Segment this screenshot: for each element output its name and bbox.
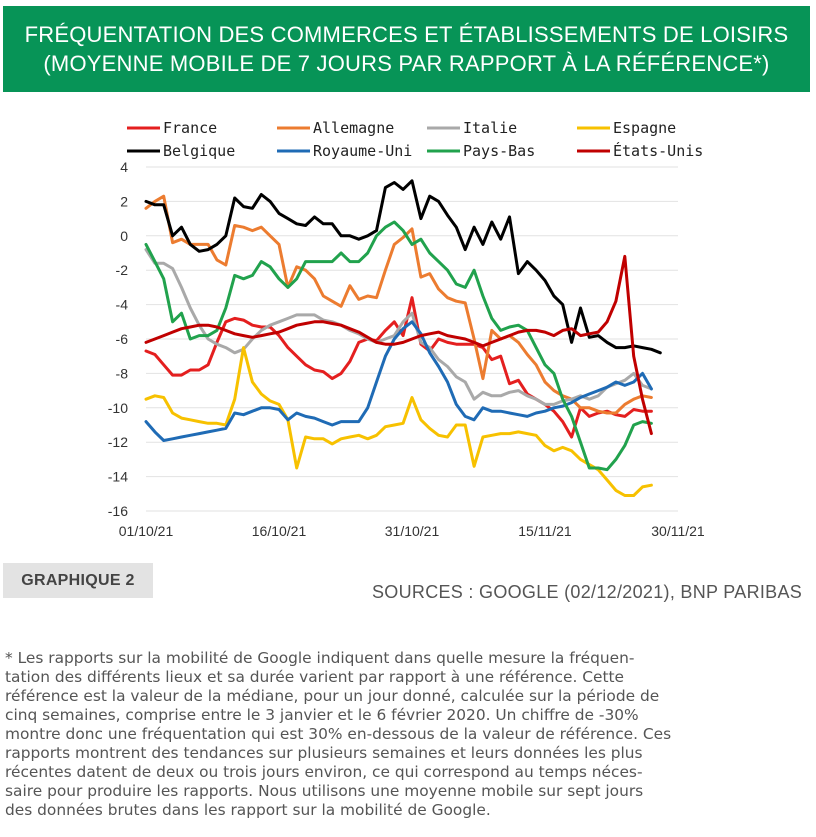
y-tick-label: 4 — [120, 159, 128, 175]
y-tick-label: -10 — [108, 400, 128, 416]
series-line-pays-bas — [144, 220, 653, 472]
x-tick-label: 31/10/21 — [385, 523, 440, 539]
footnote-line: montre donc une fréquentation qui est 30… — [5, 725, 672, 743]
footnote-line: tation des différents lieux et sa durée … — [5, 668, 625, 686]
y-tick-label: 2 — [120, 193, 128, 209]
line-chart: 4 2 0 -2 -4 -6 -8 -10 -12 -14 -16 01/10/21 16/10/21 3… — [108, 119, 705, 539]
y-tick-label: -14 — [108, 469, 128, 485]
footnote: * Les rapports sur la mobilité de Google… — [5, 649, 811, 820]
chart-title-banner: FRÉQUENTATION DES COMMERCES ET ÉTABLISSE… — [3, 6, 810, 92]
y-tick-label: -12 — [108, 434, 128, 450]
footnote-line: référence est la valeur de la médiane, p… — [5, 687, 660, 705]
figure-label: GRAPHIQUE 2 — [3, 563, 153, 598]
legend-label: Royaume-Uni — [313, 142, 412, 160]
legend-label: France — [163, 119, 217, 137]
sources-note: SOURCES : GOOGLE (02/12/2021), BNP PARIB… — [372, 582, 803, 602]
series-line-allemagne — [144, 194, 653, 415]
legend-label: Italie — [463, 119, 517, 137]
series-line-italie — [144, 248, 653, 406]
footnote-line: rapports montrent des tendances sur plus… — [5, 744, 643, 762]
legend-label: Allemagne — [313, 119, 394, 137]
series-line-royaume-uni — [144, 320, 653, 442]
y-tick-label: -8 — [116, 365, 129, 381]
legend-label: Pays-Bas — [463, 142, 535, 160]
y-tick-label: -2 — [116, 262, 129, 278]
chart-title-line-1: FRÉQUENTATION DES COMMERCES ET ÉTABLISSE… — [24, 22, 789, 47]
y-tick-label: -16 — [108, 503, 128, 519]
y-tick-label: -6 — [116, 331, 129, 347]
x-tick-label: 01/10/21 — [119, 523, 174, 539]
x-tick-label: 16/10/21 — [252, 523, 307, 539]
footnote-line: des données brutes dans les rapport sur … — [5, 801, 491, 819]
y-tick-label: -4 — [116, 297, 129, 313]
footnote-line: saire pour produire les rapports. Nous u… — [5, 782, 644, 800]
series-line-etats-unis — [144, 254, 653, 436]
y-tick-label: 0 — [120, 228, 128, 244]
series-line-espagne — [144, 346, 653, 497]
legend-label: Belgique — [163, 142, 235, 160]
legend-label: Espagne — [613, 119, 676, 137]
footnote-line: cinq semaines, comprise entre le 3 janvi… — [5, 706, 639, 724]
footnote-line: * Les rapports sur la mobilité de Google… — [5, 649, 635, 667]
x-tick-label: 15/11/21 — [518, 523, 572, 539]
footnote-line: récentes datent de deux ou trois jours e… — [5, 763, 643, 781]
chart-title-line-2: (MOYENNE MOBILE DE 7 JOURS PAR RAPPORT À… — [43, 51, 770, 76]
x-tick-label: 30/11/21 — [651, 523, 705, 539]
legend-label: États-Unis — [613, 141, 703, 160]
